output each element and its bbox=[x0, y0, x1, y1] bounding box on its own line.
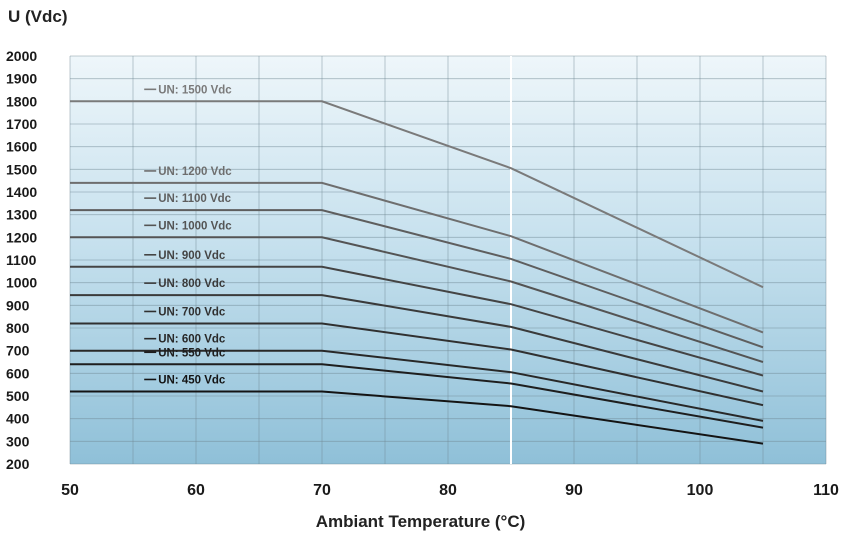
y-tick-label: 1700 bbox=[6, 116, 37, 132]
series-line bbox=[70, 181, 764, 334]
series-label-text: UN: 1100 Vdc bbox=[158, 193, 231, 205]
series-label: UN: 450 Vdc bbox=[144, 374, 226, 386]
y-tick-label: 1300 bbox=[6, 207, 37, 223]
x-tick-label: 50 bbox=[61, 482, 79, 499]
series-label-text: UN: 700 Vdc bbox=[158, 306, 226, 318]
series-label-text: UN: 800 Vdc bbox=[158, 278, 226, 290]
y-tick-label: 1400 bbox=[6, 184, 37, 200]
series-line bbox=[70, 100, 764, 289]
series-label-text: UN: 1000 Vdc bbox=[158, 220, 232, 232]
series-label-text: UN: 450 Vdc bbox=[158, 374, 226, 386]
y-tick-labels: 2000 1900 1800 1700 1600 1500 1400 1300 1200 1100… bbox=[6, 48, 37, 472]
x-tick-labels: 50 60 70 80 90 100 110 bbox=[61, 482, 839, 499]
y-tick-label: 1200 bbox=[6, 229, 37, 245]
series-line bbox=[70, 390, 764, 445]
y-tick-label: 1100 bbox=[6, 252, 37, 268]
y-tick-label: 400 bbox=[6, 411, 30, 427]
series-labels: UN: 1500 Vdc UN: 1200 Vdc UN: 1100 Vdc UN: … bbox=[144, 84, 232, 386]
y-tick-label: 800 bbox=[6, 320, 30, 336]
series-label-text: UN: 550 Vdc bbox=[158, 347, 226, 359]
series-line bbox=[70, 294, 764, 393]
x-tick-label: 70 bbox=[313, 482, 331, 499]
series-label: UN: 1000 Vdc bbox=[144, 220, 232, 232]
series-line bbox=[70, 349, 764, 422]
y-tick-label: 200 bbox=[6, 456, 30, 472]
y-tick-label: 900 bbox=[6, 297, 30, 313]
series-line bbox=[70, 236, 764, 363]
x-tick-label: 60 bbox=[187, 482, 205, 499]
x-tick-label: 90 bbox=[565, 482, 583, 499]
series-line bbox=[70, 322, 764, 407]
series-label-text: UN: 600 Vdc bbox=[158, 334, 226, 346]
x-axis-title: Ambiant Temperature (°C) bbox=[315, 512, 526, 531]
y-tick-label: 1900 bbox=[6, 71, 37, 87]
y-tick-label: 2000 bbox=[6, 48, 37, 64]
y-axis-title: U (Vdc) bbox=[8, 7, 68, 26]
y-tick-label: 300 bbox=[6, 433, 30, 449]
x-tick-label: 100 bbox=[687, 482, 714, 499]
series-label-text: UN: 900 Vdc bbox=[158, 250, 226, 262]
series-label-text: UN: 1200 Vdc bbox=[158, 166, 232, 178]
x-tick-label: 80 bbox=[439, 482, 457, 499]
series-label: UN: 700 Vdc bbox=[144, 306, 226, 318]
series-lines bbox=[70, 100, 764, 445]
series-label: UN: 900 Vdc bbox=[144, 250, 226, 262]
y-tick-label: 1600 bbox=[6, 139, 37, 155]
series-label: UN: 1100 Vdc bbox=[144, 193, 232, 205]
series-line bbox=[70, 363, 764, 429]
y-tick-label: 1500 bbox=[6, 161, 37, 177]
series-label-text: UN: 1500 Vdc bbox=[158, 84, 232, 96]
y-tick-label: 700 bbox=[6, 343, 30, 359]
y-tick-label: 1000 bbox=[6, 275, 37, 291]
x-tick-label: 110 bbox=[813, 482, 839, 499]
y-tick-label: 500 bbox=[6, 388, 30, 404]
y-tick-label: 1800 bbox=[6, 93, 37, 109]
series-label: UN: 1200 Vdc bbox=[144, 166, 232, 178]
series-label: UN: 550 Vdc bbox=[144, 347, 226, 359]
series-line bbox=[70, 265, 764, 377]
y-tick-label: 600 bbox=[6, 365, 30, 381]
series-label: UN: 800 Vdc bbox=[144, 278, 226, 290]
series-label: UN: 600 Vdc bbox=[144, 334, 226, 346]
grid bbox=[69, 55, 827, 465]
series-label: UN: 1500 Vdc bbox=[144, 84, 232, 96]
series-line bbox=[70, 209, 764, 349]
